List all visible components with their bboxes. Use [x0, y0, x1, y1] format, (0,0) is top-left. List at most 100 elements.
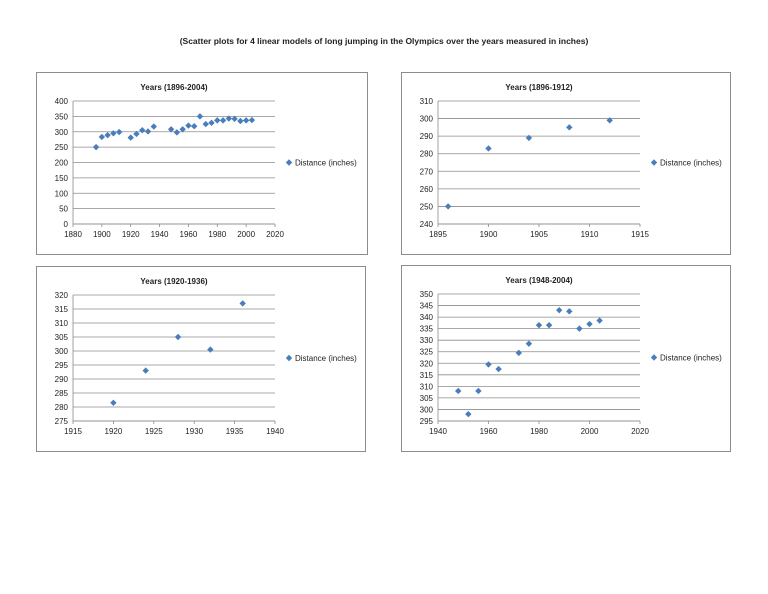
- data-point: [566, 308, 573, 315]
- y-tick-label: 290: [420, 132, 434, 141]
- data-point: [110, 399, 117, 406]
- data-point: [110, 130, 117, 137]
- data-point: [150, 123, 157, 130]
- x-tick-label: 1980: [530, 427, 548, 436]
- y-tick-label: 280: [55, 403, 69, 412]
- data-point: [208, 119, 215, 127]
- data-point: [545, 321, 553, 329]
- data-point: [455, 387, 462, 395]
- data-point: [142, 367, 149, 374]
- data-point: [495, 365, 502, 373]
- legend-label: Distance (inches): [295, 354, 357, 363]
- x-tick-label: 1920: [122, 230, 140, 239]
- y-tick-label: 310: [420, 97, 434, 106]
- x-tick-label: 1900: [480, 230, 498, 239]
- y-tick-label: 300: [420, 115, 434, 124]
- chart-title: Years (1948-2004): [505, 276, 573, 285]
- data-point: [535, 321, 543, 329]
- y-tick-label: 300: [55, 128, 69, 137]
- data-point: [179, 126, 186, 133]
- y-tick-label: 300: [420, 405, 434, 414]
- legend-marker: [650, 354, 658, 361]
- y-tick-label: 295: [55, 361, 69, 370]
- x-tick-label: 1915: [631, 230, 649, 239]
- data-point: [202, 120, 209, 128]
- y-tick-label: 340: [420, 313, 434, 322]
- chart-svg: Years (1896-1912) 240 250 260 270 280 290 300 31…: [420, 83, 722, 239]
- data-point: [237, 117, 244, 125]
- data-point: [92, 143, 100, 151]
- data-point: [606, 117, 613, 124]
- data-point: [566, 124, 573, 131]
- data-point: [98, 133, 106, 141]
- data-point: [167, 126, 175, 133]
- x-tick-label: 1935: [226, 427, 244, 436]
- data-point: [231, 115, 238, 123]
- y-tick-label: 280: [420, 150, 434, 159]
- data-point: [144, 128, 152, 135]
- y-tick-label: 150: [55, 174, 69, 183]
- y-tick-label: 325: [420, 348, 434, 357]
- data-point: [239, 300, 246, 307]
- data-point: [556, 306, 563, 314]
- chart-years-1896-2004: Years (1896-2004) 0 50 100 150 200 250 300 350 40…: [36, 72, 368, 255]
- y-tick-label: 250: [55, 143, 69, 152]
- x-tick-label: 1960: [480, 427, 498, 436]
- data-point: [219, 117, 227, 124]
- chart-title: Years (1896-1912): [505, 83, 573, 92]
- y-tick-label: 295: [420, 417, 434, 426]
- data-point: [525, 134, 533, 142]
- x-tick-label: 1900: [93, 230, 111, 239]
- y-tick-label: 305: [55, 333, 69, 342]
- y-tick-label: 270: [420, 167, 434, 176]
- data-point: [191, 123, 198, 130]
- data-point: [133, 130, 140, 138]
- y-tick-label: 290: [55, 375, 69, 384]
- y-tick-label: 200: [55, 159, 69, 168]
- y-tick-label: 330: [420, 336, 434, 345]
- chart-title: Years (1896-2004): [140, 83, 208, 92]
- y-tick-label: 315: [55, 305, 69, 314]
- data-point: [576, 325, 583, 332]
- y-tick-label: 320: [55, 291, 69, 300]
- data-point: [104, 131, 111, 139]
- chart-title: Years (1920-1936): [140, 277, 208, 286]
- y-tick-label: 285: [55, 389, 69, 398]
- data-point: [475, 387, 482, 395]
- chart-years-1948-2004: Years (1948-2004) 295 300 305 310 315 320 325 33…: [401, 265, 731, 452]
- y-tick-label: 350: [55, 112, 69, 121]
- chart-svg: Years (1896-2004) 0 50 100 150 200 250 300 350 40…: [55, 83, 357, 239]
- data-point: [596, 317, 603, 324]
- legend-label: Distance (inches): [660, 159, 722, 168]
- x-tick-label: 1940: [266, 427, 284, 436]
- data-point: [515, 349, 522, 357]
- data-point: [248, 116, 256, 124]
- data-point: [444, 203, 452, 210]
- data-point: [485, 361, 492, 368]
- data-point: [465, 410, 472, 418]
- y-tick-label: 310: [420, 382, 434, 391]
- x-tick-label: 1980: [208, 230, 226, 239]
- x-tick-label: 1940: [429, 427, 447, 436]
- y-tick-label: 275: [55, 417, 69, 426]
- page-title: (Scatter plots for 4 linear models of lo…: [179, 36, 589, 46]
- x-tick-label: 2000: [581, 427, 599, 436]
- y-tick-label: 260: [420, 185, 434, 194]
- data-point: [485, 145, 492, 152]
- x-tick-label: 1880: [64, 230, 82, 239]
- y-tick-label: 0: [64, 220, 69, 229]
- legend-marker: [650, 159, 658, 166]
- data-point: [242, 117, 250, 124]
- x-tick-label: 1960: [180, 230, 198, 239]
- y-tick-label: 300: [55, 347, 69, 356]
- x-tick-label: 1925: [145, 427, 163, 436]
- data-point: [196, 113, 204, 120]
- chart-years-1896-1912: Years (1896-1912) 240 250 260 270 280 290 300 31…: [401, 72, 731, 255]
- data-point: [173, 129, 181, 136]
- y-tick-label: 50: [59, 205, 68, 214]
- data-point: [225, 115, 233, 122]
- x-tick-label: 2020: [631, 427, 649, 436]
- data-point: [174, 333, 182, 341]
- x-tick-label: 2020: [266, 230, 284, 239]
